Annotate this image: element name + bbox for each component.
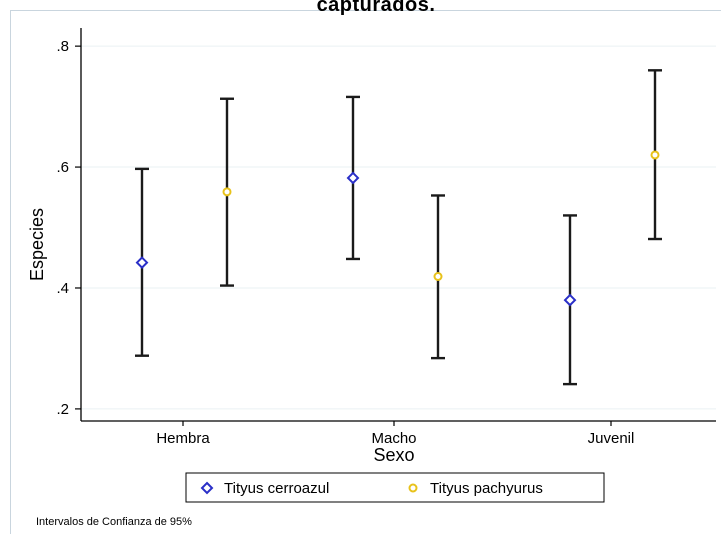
- data-point-cerroazul: [563, 293, 577, 307]
- legend: Tityus cerroazul Tityus pachyurus: [185, 472, 605, 503]
- plot-area: [81, 28, 716, 421]
- y-tick-label: .6: [56, 159, 69, 176]
- legend-label: Tityus cerroazul: [224, 480, 329, 497]
- chart-title-fragment: capturados.: [316, 0, 436, 16]
- chart-canvas: .2 .4 .6 .8 Hembra Macho Juvenil Sexo Especies Ti…: [27, 28, 716, 503]
- data-point-pachyurus: [222, 187, 232, 197]
- y-axis-label: Especies: [27, 208, 47, 281]
- data-point-pachyurus: [650, 150, 660, 160]
- legend-marker-pachyurus: [408, 483, 418, 493]
- x-axis-label: Sexo: [373, 445, 414, 465]
- y-tick-label: .8: [56, 38, 69, 55]
- legend-marker-cerroazul: [200, 481, 214, 495]
- y-tick-label: .4: [56, 280, 69, 297]
- x-tick-label: Hembra: [156, 430, 210, 447]
- x-tick-label: Macho: [371, 430, 416, 447]
- x-tick-label: Juvenil: [588, 430, 635, 447]
- y-tick-label: .2: [56, 401, 69, 418]
- footnote: Intervalos de Confianza de 95%: [36, 516, 192, 528]
- data-point-pachyurus: [433, 271, 443, 281]
- legend-box: [185, 472, 605, 503]
- data-point-cerroazul: [346, 171, 360, 185]
- legend-label: Tityus pachyurus: [430, 480, 543, 497]
- data-point-cerroazul: [135, 256, 149, 270]
- chart-frame: capturados. .2 .4 .6 .8 Hembra Macho Juvenil Se…: [10, 0, 721, 534]
